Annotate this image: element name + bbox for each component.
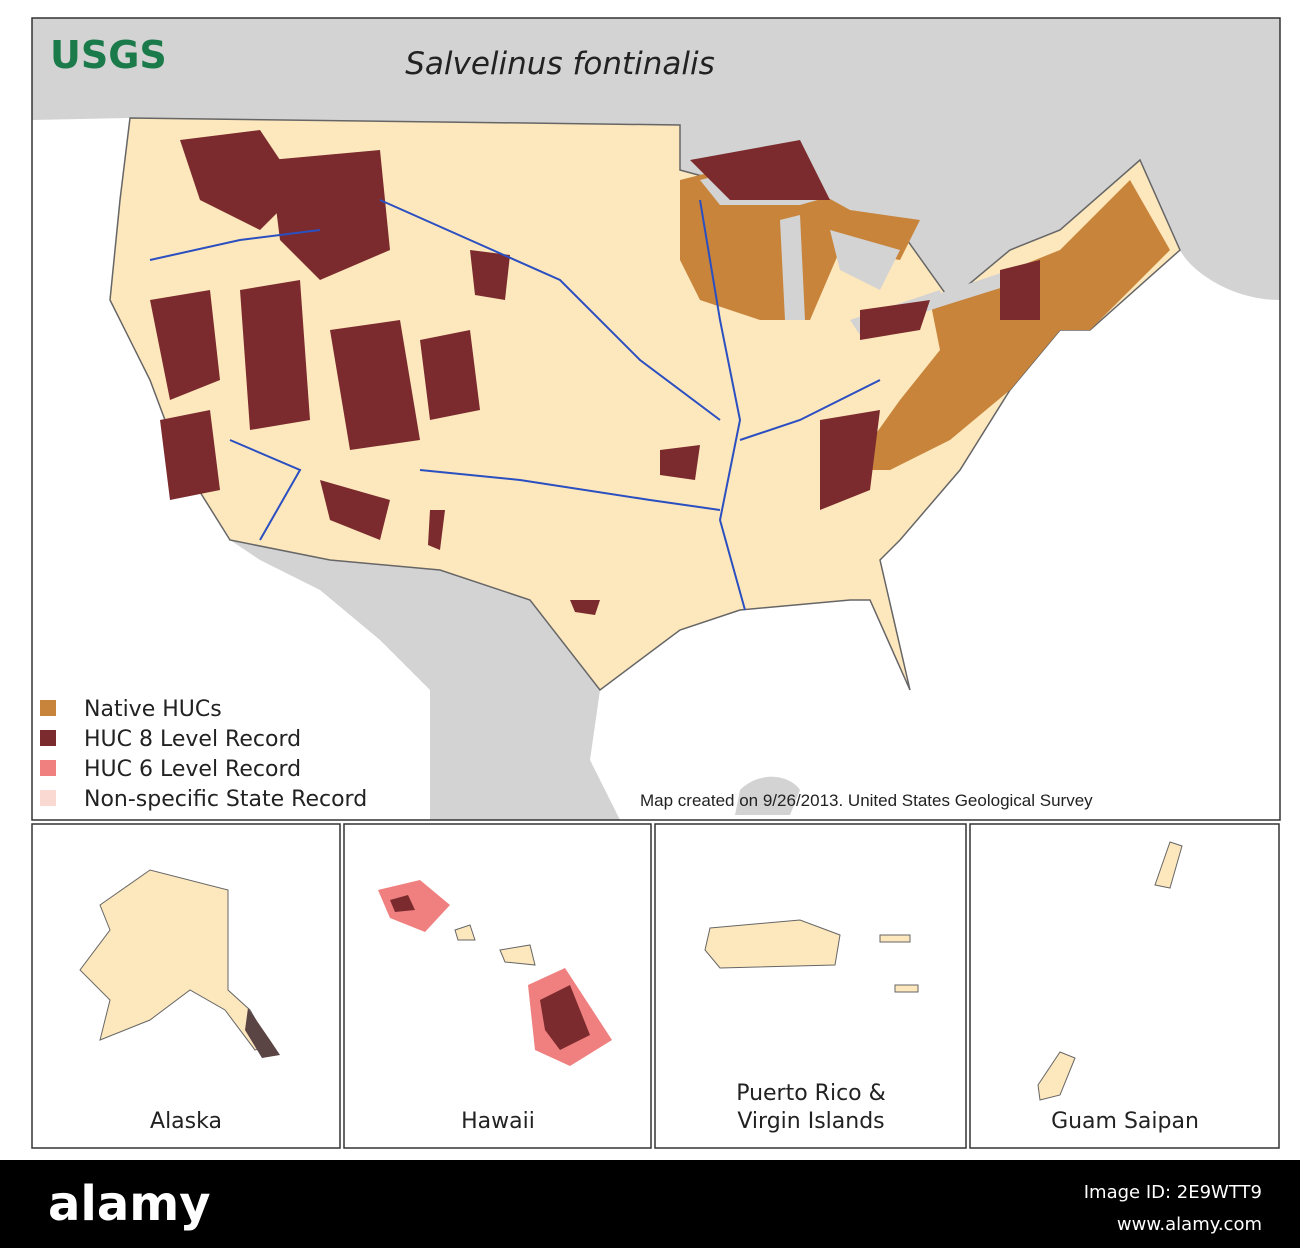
footer-url: www.alamy.com (1117, 1214, 1262, 1235)
footer-bar (0, 1160, 1300, 1248)
huc8-records (150, 130, 1040, 615)
footer-brand: alamy (48, 1176, 211, 1232)
footer-image-id: Image ID: 2E9WTT9 (1084, 1182, 1262, 1203)
legend-swatch (40, 760, 56, 776)
legend-swatch (40, 700, 56, 716)
virgin-islands (879, 934, 919, 993)
alaska-record (245, 1008, 280, 1058)
canada (32, 18, 1280, 300)
legend-label: Native HUCs (84, 697, 222, 722)
mexico (230, 540, 620, 820)
hawaii-record (540, 985, 590, 1050)
legend: Native HUCs HUC 8 Level Record HUC 6 Level… (40, 697, 367, 812)
inset-label: Virgin Islands (737, 1109, 884, 1134)
puerto-rico (704, 919, 841, 969)
map-title: Salvelinus fontinalis (405, 46, 715, 82)
credit: Map created on 9/26/2013. United States … (640, 791, 1093, 810)
insets (31, 823, 1280, 1149)
inset-frame (969, 823, 1280, 1149)
logo: USGS (50, 33, 167, 77)
cuba (735, 776, 800, 815)
inset-label: Puerto Rico & (736, 1081, 886, 1106)
main-frame (31, 17, 1281, 821)
saipan (1154, 841, 1183, 889)
guam (1037, 1051, 1076, 1101)
alaska (79, 869, 271, 1051)
legend-swatch (40, 730, 56, 746)
inset-label: Hawaii (461, 1109, 535, 1134)
inset-label: Guam Saipan (1051, 1109, 1199, 1134)
hawaii-huc6 (378, 880, 450, 932)
conus (109, 117, 1181, 692)
legend-label: HUC 8 Level Record (84, 727, 301, 752)
legend-panel (32, 690, 430, 820)
hawaii-record (390, 895, 415, 912)
hawaii-islands (454, 924, 536, 966)
rivers (149, 199, 881, 611)
inset-label: Alaska (150, 1109, 222, 1134)
legend-label: Non-specific State Record (84, 787, 367, 812)
inset-frame (343, 823, 652, 1149)
legend-swatch (40, 790, 56, 806)
native-range (680, 160, 1170, 470)
legend-label: HUC 6 Level Record (84, 757, 301, 782)
inset-labels: Alaska Hawaii Puerto Rico & Virgin Islands G… (150, 1081, 1199, 1134)
